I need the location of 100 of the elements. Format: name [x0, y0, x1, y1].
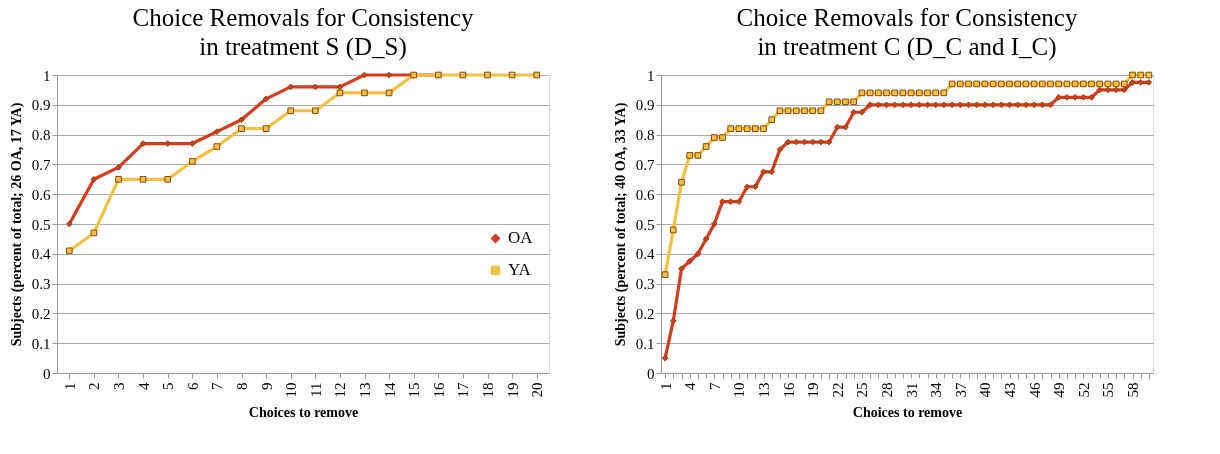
x-tick-label: 25	[854, 382, 871, 398]
point	[686, 257, 694, 265]
point	[801, 138, 808, 146]
x-tick-label: 19	[805, 382, 822, 398]
point	[866, 89, 874, 97]
point	[948, 80, 956, 88]
point	[702, 235, 710, 243]
point	[533, 71, 541, 79]
point	[1014, 101, 1022, 109]
point	[459, 71, 467, 79]
point	[1120, 80, 1128, 88]
point	[90, 229, 98, 237]
point	[850, 108, 858, 116]
point	[907, 89, 915, 97]
y-tick-label: 0.1	[635, 335, 655, 352]
x-tick-label: 18	[480, 382, 496, 398]
point	[760, 125, 767, 132]
point	[989, 80, 997, 88]
point	[678, 265, 685, 273]
point	[385, 71, 393, 79]
point	[956, 80, 964, 88]
point	[1145, 79, 1153, 86]
x-tick-label: 13	[756, 382, 772, 398]
point	[727, 125, 735, 132]
point	[842, 123, 849, 131]
point	[817, 107, 825, 115]
point	[981, 101, 989, 109]
y-tick-label: 0.9	[31, 97, 51, 114]
point	[1096, 86, 1104, 94]
point	[997, 101, 1005, 109]
y-tick-label: 0.7	[31, 156, 51, 173]
x-tick-label: 34	[928, 382, 945, 398]
point	[924, 89, 931, 97]
point	[1063, 80, 1071, 88]
point	[768, 168, 776, 176]
point	[825, 98, 833, 106]
x-tick-label: 10	[731, 382, 748, 398]
x-tick-label: 22	[829, 382, 846, 398]
point	[336, 83, 344, 91]
point	[768, 116, 776, 124]
point	[139, 175, 147, 183]
point	[1030, 101, 1038, 109]
point	[238, 125, 245, 132]
point	[164, 175, 172, 183]
x-tick-label: 15	[406, 382, 423, 398]
y-tick-label: 0.8	[635, 127, 655, 144]
point	[932, 89, 940, 97]
point	[727, 198, 735, 205]
point	[484, 71, 491, 79]
point	[669, 226, 677, 234]
point	[874, 101, 882, 109]
x-tick-label: 9	[258, 382, 275, 390]
point	[973, 101, 981, 109]
chart-title: Choice Removals for Consistency	[132, 4, 474, 31]
point	[1129, 71, 1136, 79]
point	[1112, 86, 1120, 94]
point	[1030, 80, 1038, 88]
point	[743, 183, 751, 191]
y-tick-label: 0.5	[635, 216, 655, 233]
x-tick-label: 16	[780, 382, 797, 398]
point	[1014, 80, 1022, 88]
point	[833, 123, 841, 131]
point	[751, 183, 759, 191]
point	[989, 101, 997, 109]
x-tick-label: 4	[682, 382, 699, 390]
x-tick-label: 7	[706, 382, 723, 390]
point	[1055, 80, 1063, 88]
x-tick-label: 4	[135, 382, 152, 390]
point	[1137, 71, 1145, 79]
point	[336, 89, 344, 97]
point	[115, 164, 122, 171]
point	[973, 80, 981, 88]
point	[1079, 80, 1087, 88]
point	[1063, 94, 1071, 101]
point	[809, 138, 817, 146]
y-tick-label: 0.4	[31, 246, 51, 263]
chart-title: Choice Removals for Consistency	[736, 4, 1078, 31]
point	[948, 101, 956, 109]
x-tick-label: 17	[455, 382, 472, 398]
y-axis-title: Subjects (percent of total; 26 OA, 17 YA)	[8, 102, 25, 347]
point	[1088, 80, 1095, 88]
y-tick-label: 0	[647, 365, 655, 382]
point	[694, 250, 702, 258]
point	[858, 89, 866, 97]
point	[1096, 80, 1104, 88]
x-tick-label: 28	[879, 382, 895, 398]
point	[891, 101, 899, 109]
point	[776, 107, 784, 115]
point	[1038, 101, 1046, 109]
x-tick-label: 5	[160, 382, 177, 390]
x-tick-label: 1	[657, 382, 674, 390]
point	[792, 138, 800, 146]
x-axis-title: Choices to remove	[248, 404, 359, 420]
point	[678, 178, 685, 186]
point	[65, 220, 73, 228]
point	[1104, 80, 1112, 88]
point	[735, 125, 743, 132]
x-tick-label: 37	[952, 382, 969, 398]
point	[825, 138, 833, 146]
point	[1006, 101, 1013, 109]
